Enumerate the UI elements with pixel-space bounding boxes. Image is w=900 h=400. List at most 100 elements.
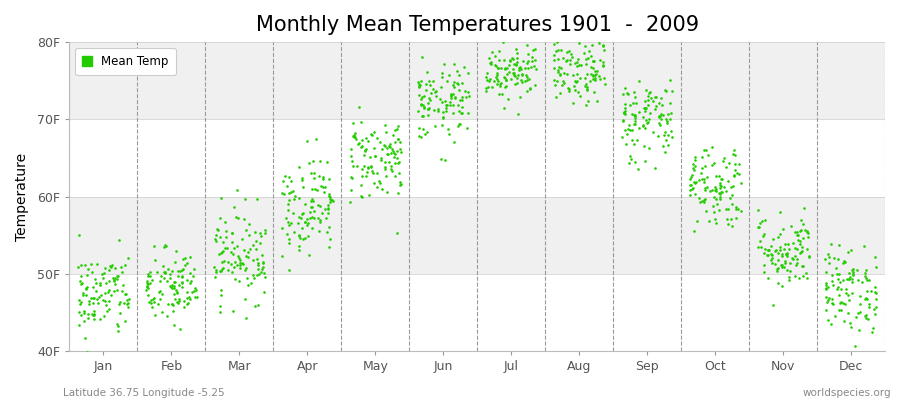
Point bbox=[869, 290, 884, 296]
Point bbox=[140, 271, 155, 278]
Point bbox=[503, 36, 517, 42]
Point bbox=[313, 218, 328, 225]
Point bbox=[768, 261, 782, 268]
Point bbox=[686, 161, 700, 168]
Point bbox=[140, 278, 154, 284]
Point bbox=[550, 39, 564, 45]
Point bbox=[707, 208, 722, 215]
Point bbox=[724, 216, 738, 222]
Point bbox=[596, 62, 610, 68]
Point bbox=[846, 269, 860, 276]
Point bbox=[380, 151, 394, 158]
Point bbox=[494, 64, 508, 71]
Point bbox=[219, 234, 233, 240]
Point bbox=[795, 244, 809, 250]
Point bbox=[713, 196, 727, 203]
Point bbox=[593, 57, 608, 64]
Point bbox=[122, 296, 136, 302]
Point bbox=[235, 260, 249, 266]
Point bbox=[708, 187, 723, 194]
Point bbox=[175, 278, 189, 285]
Point bbox=[520, 65, 535, 72]
Point bbox=[760, 247, 775, 254]
Point bbox=[830, 286, 844, 293]
Point bbox=[102, 266, 116, 273]
Point bbox=[346, 120, 361, 126]
Point bbox=[491, 65, 505, 71]
Point bbox=[163, 275, 177, 281]
Point bbox=[629, 137, 643, 144]
Point bbox=[368, 153, 382, 160]
Point bbox=[446, 110, 461, 116]
Point bbox=[318, 184, 332, 190]
Point bbox=[376, 142, 391, 148]
Point bbox=[562, 61, 577, 67]
Point bbox=[183, 254, 197, 260]
Point bbox=[568, 60, 582, 66]
Point bbox=[712, 206, 726, 213]
Point bbox=[318, 206, 332, 212]
Point bbox=[551, 56, 565, 62]
Point bbox=[782, 260, 796, 266]
Point bbox=[662, 77, 677, 84]
Point bbox=[574, 24, 589, 30]
Point bbox=[760, 252, 775, 258]
Point bbox=[522, 76, 536, 82]
Point bbox=[639, 86, 653, 93]
Point bbox=[819, 269, 833, 275]
Point bbox=[302, 220, 316, 227]
Point bbox=[311, 228, 326, 234]
Point bbox=[121, 299, 135, 306]
Point bbox=[833, 307, 848, 313]
Point bbox=[392, 179, 407, 186]
Point bbox=[310, 186, 325, 193]
Point bbox=[76, 310, 91, 316]
Point bbox=[782, 277, 796, 284]
Point bbox=[794, 217, 808, 224]
Point bbox=[858, 296, 872, 302]
Point bbox=[111, 328, 125, 334]
Point bbox=[516, 71, 530, 77]
Point bbox=[684, 182, 698, 188]
Point bbox=[596, 63, 610, 70]
Point bbox=[112, 310, 127, 316]
Point bbox=[775, 253, 789, 259]
Point bbox=[420, 111, 435, 118]
Point bbox=[627, 94, 642, 100]
Point bbox=[167, 285, 182, 291]
Point bbox=[417, 93, 431, 100]
Point bbox=[321, 224, 336, 230]
Point bbox=[867, 306, 881, 312]
Point bbox=[154, 272, 168, 279]
Point bbox=[148, 256, 162, 263]
Point bbox=[108, 275, 122, 281]
Point bbox=[771, 264, 786, 271]
Point bbox=[421, 78, 436, 84]
Point bbox=[443, 102, 457, 108]
Point bbox=[780, 241, 795, 247]
Point bbox=[387, 173, 401, 179]
Point bbox=[166, 283, 181, 289]
Point bbox=[429, 88, 444, 94]
Point bbox=[795, 248, 809, 254]
Point bbox=[821, 316, 835, 323]
Point bbox=[238, 253, 253, 260]
Point bbox=[378, 129, 392, 135]
Point bbox=[461, 110, 475, 117]
Point bbox=[571, 89, 585, 96]
Point bbox=[213, 233, 228, 240]
Point bbox=[117, 299, 131, 306]
Point bbox=[172, 282, 186, 288]
Point bbox=[501, 62, 516, 68]
Point bbox=[185, 273, 200, 279]
Point bbox=[384, 162, 399, 169]
Point bbox=[778, 260, 792, 266]
Point bbox=[517, 58, 531, 64]
Point bbox=[659, 115, 673, 122]
Point bbox=[461, 70, 475, 76]
Point bbox=[837, 258, 851, 264]
Point bbox=[173, 268, 187, 274]
Point bbox=[89, 288, 104, 294]
Point bbox=[620, 90, 634, 96]
Point bbox=[698, 197, 712, 204]
